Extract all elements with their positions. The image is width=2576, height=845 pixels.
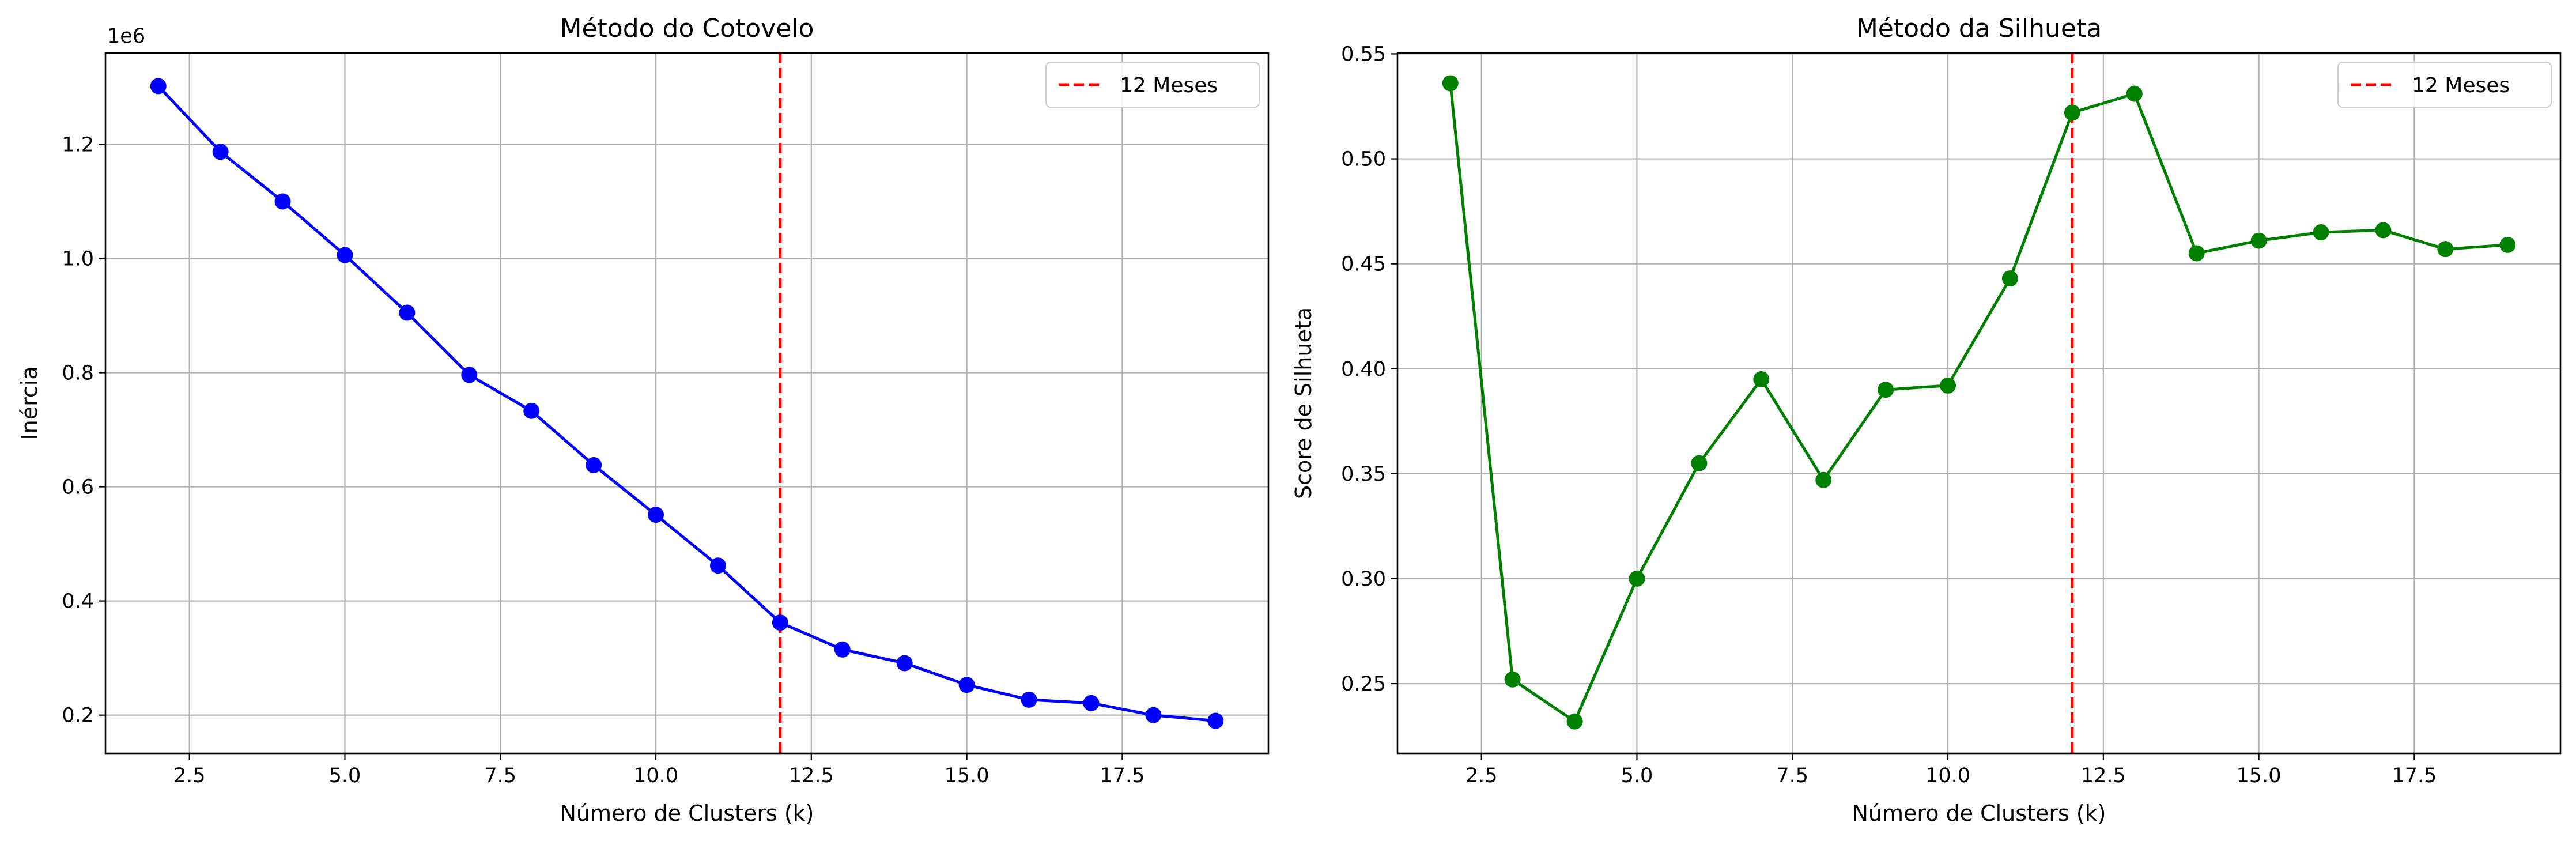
y-offset-label: 1e6 <box>107 25 145 48</box>
data-point <box>212 144 229 160</box>
elbow-chart: 2.5 5.0 7.5 10.0 12.5 15.0 17.5 0.2 0.4 0.6 0.8 1.0… <box>17 14 1270 826</box>
data-point <box>2188 245 2205 262</box>
x-tick-label: 7.5 <box>484 764 516 787</box>
data-point <box>1815 471 1832 488</box>
data-point <box>1629 570 1645 587</box>
axes-frame <box>1396 52 2562 755</box>
data-point <box>1442 75 1459 92</box>
y-axis-label: Inércia <box>17 366 42 440</box>
y-tick-label: 0.45 <box>1341 253 1386 276</box>
data-point <box>150 78 167 95</box>
chart-title: Método do Cotovelo <box>560 14 814 43</box>
data-point <box>1021 691 1037 708</box>
data-point <box>2375 222 2392 239</box>
grid <box>1397 53 2560 753</box>
legend: 12 Meses <box>1045 62 1260 108</box>
y-tick-label: 0.4 <box>62 590 94 613</box>
x-tick-label: 7.5 <box>1776 764 1808 787</box>
data-point <box>461 367 478 383</box>
x-tick-label: 5.0 <box>329 764 361 787</box>
data-point <box>2437 241 2454 258</box>
data-point <box>274 193 291 210</box>
silhouette-chart: 2.5 5.0 7.5 10.0 12.5 15.0 17.5 0.25 0.30 0.35 0.4… <box>1291 14 2562 826</box>
y-axis-label: Score de Silhueta <box>1291 307 1316 499</box>
data-point <box>1566 713 1583 730</box>
y-tick-label: 0.25 <box>1341 673 1386 696</box>
data-point <box>1753 371 1770 387</box>
x-tick-label: 15.0 <box>2237 764 2282 787</box>
legend-label: 12 Meses <box>2412 74 2510 97</box>
x-axis-label: Número de Clusters (k) <box>1852 801 2106 826</box>
x-tick-label: 2.5 <box>1465 764 1498 787</box>
chart-title: Método da Silhueta <box>1856 14 2102 43</box>
data-point <box>2250 232 2267 249</box>
data-point <box>2313 224 2329 241</box>
data-point <box>1504 671 1521 688</box>
y-tick-label: 0.55 <box>1341 43 1386 66</box>
data-point <box>399 304 416 321</box>
data-point <box>2499 236 2516 253</box>
y-tick-label: 0.6 <box>62 476 94 499</box>
x-tick-label: 2.5 <box>173 764 206 787</box>
x-tick-label: 17.5 <box>2392 764 2437 787</box>
data-point <box>709 557 726 574</box>
x-axis-label: Número de Clusters (k) <box>560 801 814 826</box>
legend-label: 12 Meses <box>1120 74 1218 97</box>
data-point <box>1691 455 1708 471</box>
grid <box>105 53 1268 753</box>
x-tick-label: 17.5 <box>1100 764 1145 787</box>
series-line <box>1449 83 2508 723</box>
data-point <box>896 655 913 672</box>
data-point <box>1083 695 1100 711</box>
data-point <box>1207 712 1224 729</box>
y-tick-label: 0.40 <box>1341 358 1386 381</box>
data-point <box>834 641 851 658</box>
y-tick-label: 0.35 <box>1341 463 1386 486</box>
x-tick-label: 12.5 <box>789 764 834 787</box>
x-tick-label: 15.0 <box>945 764 989 787</box>
legend-box <box>1045 62 1260 108</box>
y-tick-label: 0.50 <box>1341 148 1386 171</box>
data-point <box>772 614 788 631</box>
y-tick-label: 0.8 <box>62 362 94 385</box>
data-point <box>2064 104 2080 121</box>
data-point <box>523 402 540 419</box>
data-point <box>648 507 664 523</box>
y-tick-label: 0.30 <box>1341 568 1386 591</box>
data-point <box>1940 377 1956 394</box>
series-line <box>157 85 1216 723</box>
y-tick-label: 0.2 <box>62 704 94 727</box>
y-tick-label: 1.2 <box>62 133 94 156</box>
data-point <box>2126 85 2143 102</box>
axes-frame <box>104 52 1270 755</box>
y-tick-label: 1.0 <box>62 247 94 270</box>
x-tick-label: 5.0 <box>1621 764 1653 787</box>
data-point <box>2001 270 2018 287</box>
data-point <box>1145 707 1162 723</box>
x-tick-label: 10.0 <box>1925 764 1970 787</box>
x-tick-label: 12.5 <box>2081 764 2126 787</box>
legend: 12 Meses <box>2337 62 2552 108</box>
x-tick-label: 10.0 <box>633 764 678 787</box>
legend-box <box>2337 62 2552 108</box>
data-point <box>586 457 602 473</box>
data-point <box>337 247 353 263</box>
data-point <box>958 677 975 693</box>
data-point <box>1878 382 1894 398</box>
